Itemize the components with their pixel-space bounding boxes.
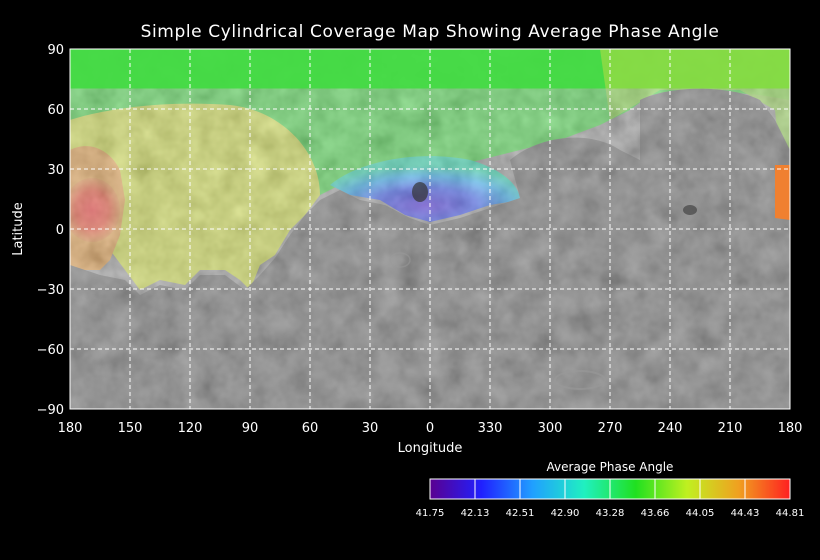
coverage-yellowgreen-ne bbox=[600, 49, 790, 165]
coverage-red-spot bbox=[70, 178, 120, 242]
latitude-tick-label: 60 bbox=[47, 103, 64, 118]
x-axis-label: Longitude bbox=[398, 441, 463, 456]
map-grid bbox=[70, 49, 790, 409]
latitude-tick-label: 90 bbox=[47, 43, 64, 58]
longitude-tick-label: 30 bbox=[362, 421, 379, 436]
latitude-tick-label: −30 bbox=[37, 283, 64, 298]
longitude-tick-label: 180 bbox=[58, 421, 83, 436]
longitude-tick-label: 180 bbox=[778, 421, 803, 436]
colorbar-tick-label: 44.05 bbox=[686, 508, 715, 519]
colorbar-tick-label: 44.81 bbox=[776, 508, 805, 519]
longitude-tick-label: 210 bbox=[718, 421, 743, 436]
longitude-tick-label: 330 bbox=[478, 421, 503, 436]
colorbar-tick-label: 42.13 bbox=[461, 508, 490, 519]
longitude-tick-labels: 180 150 120 90 60 30 0 330 300 270 240 210 180 bbox=[58, 421, 803, 436]
colorbar-tick-label: 42.51 bbox=[506, 508, 535, 519]
longitude-tick-label: 240 bbox=[658, 421, 683, 436]
crater bbox=[412, 182, 428, 202]
longitude-tick-label: 120 bbox=[178, 421, 203, 436]
colorbar-title: Average Phase Angle bbox=[546, 460, 674, 474]
longitude-tick-label: 60 bbox=[302, 421, 319, 436]
latitude-tick-labels: 90 60 30 0 −30 −60 −90 bbox=[37, 43, 64, 418]
longitude-tick-label: 0 bbox=[426, 421, 434, 436]
longitude-tick-label: 270 bbox=[598, 421, 623, 436]
longitude-tick-label: 300 bbox=[538, 421, 563, 436]
latitude-tick-label: −60 bbox=[37, 343, 64, 358]
map-title: Simple Cylindrical Coverage Map Showing … bbox=[140, 22, 720, 42]
colorbar-tick-label: 42.90 bbox=[551, 508, 580, 519]
crater bbox=[554, 370, 606, 390]
latitude-tick-label: 30 bbox=[47, 163, 64, 178]
colorbar-tick-label: 41.75 bbox=[416, 508, 445, 519]
longitude-tick-label: 90 bbox=[242, 421, 259, 436]
colorbar-tick-label: 43.28 bbox=[596, 508, 625, 519]
longitude-tick-label: 150 bbox=[118, 421, 143, 436]
crater bbox=[683, 205, 697, 215]
crater bbox=[389, 252, 411, 268]
y-axis-label: Latitude bbox=[11, 202, 26, 256]
colorbar-tick-label: 44.43 bbox=[731, 508, 760, 519]
coverage-yellow-west bbox=[70, 103, 320, 290]
plot-frame bbox=[69, 48, 791, 410]
latitude-tick-label: 0 bbox=[56, 223, 64, 238]
latitude-tick-label: −90 bbox=[37, 403, 64, 418]
colorbar-ticks: 41.75 42.13 42.51 42.90 43.28 43.66 44.05 44.43… bbox=[416, 479, 805, 519]
colorbar-tick-label: 43.66 bbox=[641, 508, 670, 519]
coverage-orange-east-top bbox=[775, 165, 790, 220]
